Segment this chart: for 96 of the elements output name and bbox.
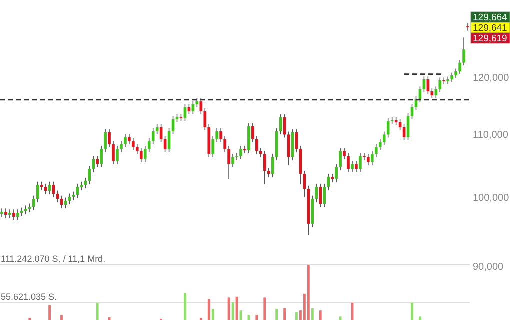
candlestick xyxy=(343,148,346,160)
candlestick xyxy=(259,148,262,158)
candlestick xyxy=(28,203,32,213)
candlestick xyxy=(104,128,107,153)
candlestick xyxy=(256,136,258,155)
candlestick xyxy=(462,37,466,66)
candlestick xyxy=(378,138,382,151)
candlestick xyxy=(402,124,406,141)
candlestick xyxy=(32,195,36,211)
candlestick xyxy=(426,76,430,95)
candlestick xyxy=(422,76,426,93)
candlestick xyxy=(331,174,334,183)
candlestick xyxy=(152,128,155,145)
candlestick xyxy=(438,77,442,93)
candlestick xyxy=(351,160,354,173)
candlestick xyxy=(24,205,28,215)
candlestick xyxy=(140,148,143,163)
candlestick xyxy=(0,208,4,218)
candlestick xyxy=(64,197,68,209)
candlestick xyxy=(12,209,16,221)
candlestick xyxy=(347,152,350,173)
candlestick xyxy=(52,181,56,198)
candlestick xyxy=(120,140,123,153)
y-tick-label: 90,000 xyxy=(473,262,504,274)
ref-line-label: 55.621.035 S. xyxy=(1,292,58,302)
candlestick xyxy=(144,146,147,163)
candlestick xyxy=(252,123,254,143)
candlestick xyxy=(84,178,88,189)
candlestick xyxy=(16,209,20,221)
candlestick xyxy=(323,183,326,208)
candlestick xyxy=(36,181,40,203)
candlestick xyxy=(371,150,374,166)
candlestick xyxy=(136,144,139,155)
candlestick xyxy=(128,134,131,145)
candlestick xyxy=(200,98,203,115)
candlestick xyxy=(363,152,366,161)
candlestick xyxy=(4,208,8,219)
candlestick xyxy=(96,156,99,168)
candlestick xyxy=(359,152,362,173)
candlestick xyxy=(244,146,246,154)
candlestick xyxy=(148,138,151,153)
candlestick xyxy=(315,183,318,203)
candlestick xyxy=(124,134,127,148)
candlestick xyxy=(8,209,12,219)
candlestick xyxy=(132,138,135,151)
candlestick xyxy=(466,22,470,32)
candlestick xyxy=(216,128,218,143)
candlestick xyxy=(60,195,64,209)
candlestick xyxy=(88,166,92,185)
candlestick xyxy=(442,77,446,85)
ref-line-label: 111.242.070 S. / 11,1 Mrd. xyxy=(1,254,106,264)
candlestick xyxy=(160,124,163,143)
candlestick xyxy=(406,113,410,141)
candlestick xyxy=(100,146,103,168)
candlestick xyxy=(434,86,438,99)
candlestick xyxy=(224,136,226,153)
candlestick xyxy=(287,131,290,166)
candlestick xyxy=(446,76,450,85)
candlestick xyxy=(112,140,115,165)
candlestick xyxy=(48,181,52,195)
y-tick-label: 120,000 xyxy=(473,72,510,84)
candlestick xyxy=(367,154,370,166)
candlestick xyxy=(410,104,414,120)
candlestick xyxy=(450,72,454,83)
candlestick xyxy=(458,60,462,75)
candlestick xyxy=(454,68,458,79)
candlestick xyxy=(212,136,214,158)
y-tick-label: 100,000 xyxy=(473,192,510,204)
candlestick xyxy=(220,128,222,143)
candlestick xyxy=(339,148,342,171)
candlestick xyxy=(271,154,274,178)
candlestick xyxy=(430,88,434,99)
candlestick xyxy=(263,150,266,185)
candlestick xyxy=(108,128,111,148)
candlestick xyxy=(76,183,80,199)
candlestick xyxy=(335,164,338,183)
candlestick xyxy=(172,116,175,135)
candlestick xyxy=(382,131,386,146)
candlestick xyxy=(303,170,306,198)
candlestick xyxy=(228,146,230,180)
y-tick-label: 110,000 xyxy=(473,130,509,142)
candlestick xyxy=(204,108,207,131)
candlestick xyxy=(355,160,358,173)
candlestick xyxy=(267,168,270,178)
candlestick xyxy=(20,207,24,217)
candlestick xyxy=(236,152,238,161)
text: 129,664 xyxy=(473,12,508,24)
candlestick xyxy=(375,144,378,158)
candlestick xyxy=(240,146,242,160)
text: 129,641 xyxy=(473,23,508,34)
candlestick xyxy=(232,154,234,168)
candlestick xyxy=(327,174,330,191)
candlestick xyxy=(92,156,95,173)
candlestick xyxy=(116,146,119,165)
text: 129,619 xyxy=(473,34,508,45)
candlestick xyxy=(319,183,322,208)
